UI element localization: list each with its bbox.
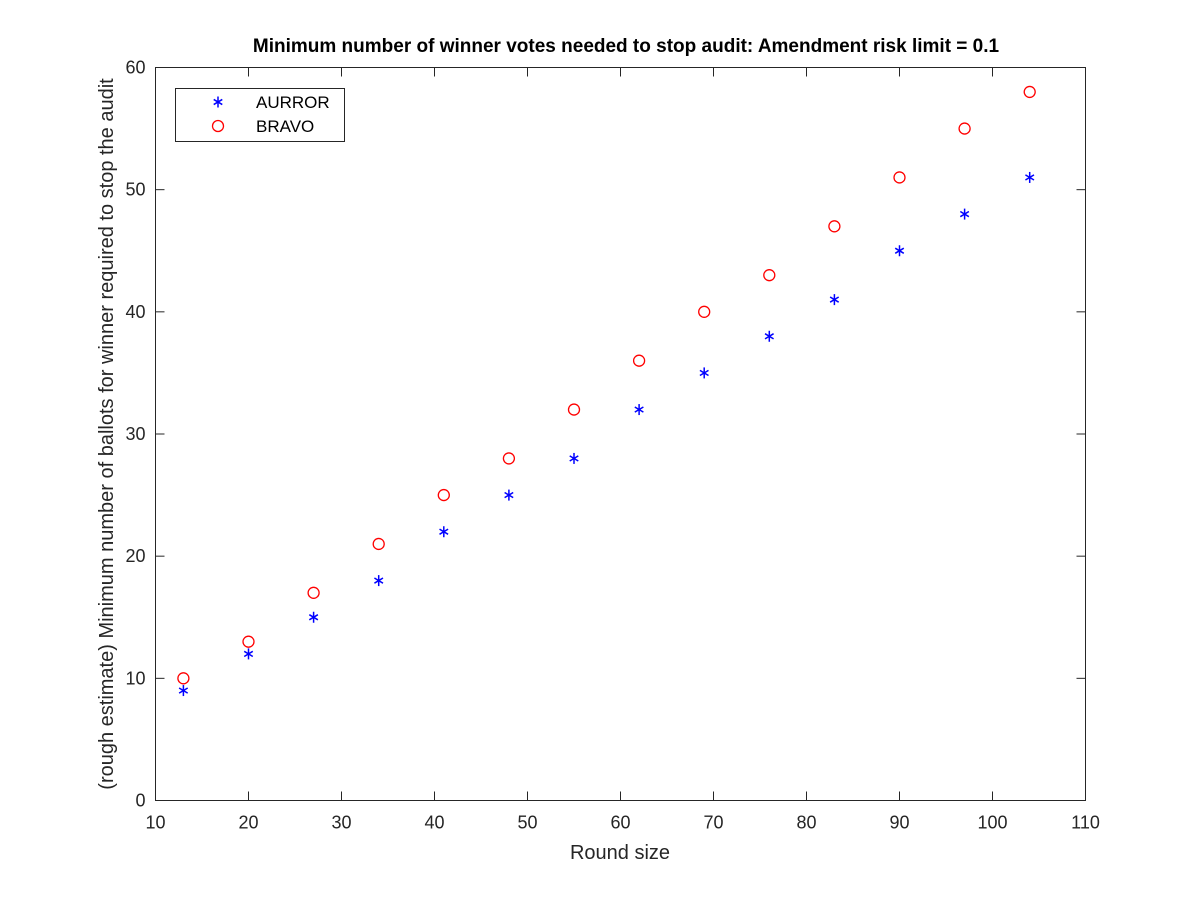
legend-marker-bravo (211, 119, 225, 133)
bravo-point (372, 537, 385, 551)
y-tick-label: 10 (125, 668, 145, 688)
legend-label-bravo: BRAVO (256, 117, 314, 136)
data-points (177, 85, 1036, 697)
bravo-point (502, 452, 516, 465)
y-axis-label: (rough estimate) Minimum number of ballo… (96, 78, 118, 790)
legend-marker-symbol (213, 96, 223, 108)
aurror-point (439, 526, 449, 538)
aurror-point (894, 245, 905, 257)
aurror-point (829, 294, 840, 306)
legend-box (175, 88, 345, 142)
aurror-point (308, 611, 319, 623)
y-tick-label: 20 (125, 546, 145, 566)
aurror-point (243, 648, 254, 660)
y-tick-label: 40 (125, 302, 145, 322)
plot-area (155, 67, 1086, 801)
bravo-point (632, 354, 646, 367)
y-tick-label: 50 (125, 180, 145, 200)
x-tick-label: 90 (889, 813, 909, 833)
y-tick-label: 30 (125, 424, 145, 444)
bravo-point (698, 305, 711, 318)
x-tick-label: 10 (145, 813, 165, 833)
bravo-point (1023, 85, 1036, 99)
bravo-point (893, 171, 906, 184)
legend-marker-symbol (211, 119, 225, 133)
aurror-point (569, 452, 579, 464)
x-tick-label: 110 (1071, 813, 1100, 833)
y-tick-label: 0 (135, 791, 145, 811)
x-tick-label: 40 (424, 813, 444, 833)
legend-marker-aurror (213, 96, 223, 108)
x-axis-label: Round size (570, 842, 670, 864)
aurror-point (178, 685, 189, 697)
legend-label-aurror: AURROR (256, 93, 330, 112)
aurror-point (634, 404, 644, 416)
bravo-point (763, 269, 776, 282)
aurror-point (699, 367, 709, 379)
y-tick-label: 60 (125, 58, 145, 78)
bravo-point (567, 403, 581, 416)
bravo-point (307, 586, 320, 599)
x-tick-label: 100 (977, 813, 1007, 833)
legend: AURROR BRAVO (175, 88, 345, 142)
bravo-point (828, 220, 841, 233)
bravo-point (958, 122, 971, 135)
x-tick-label: 30 (331, 813, 351, 833)
x-tick-label: 20 (238, 813, 258, 833)
aurror-point (374, 575, 384, 587)
x-tick-label: 60 (610, 813, 630, 833)
x-tick-label: 50 (517, 813, 537, 833)
aurror-point (504, 489, 514, 501)
bravo-point (437, 488, 450, 502)
chart-title: Minimum number of winner votes needed to… (253, 36, 1000, 57)
x-tick-label: 80 (796, 813, 816, 833)
axis-ticks (155, 67, 1086, 801)
bravo-point (177, 672, 190, 685)
bravo-point (242, 635, 255, 648)
aurror-point (1025, 171, 1035, 183)
x-tick-label: 70 (703, 813, 723, 833)
aurror-point (764, 330, 774, 342)
aurror-point (959, 208, 970, 220)
